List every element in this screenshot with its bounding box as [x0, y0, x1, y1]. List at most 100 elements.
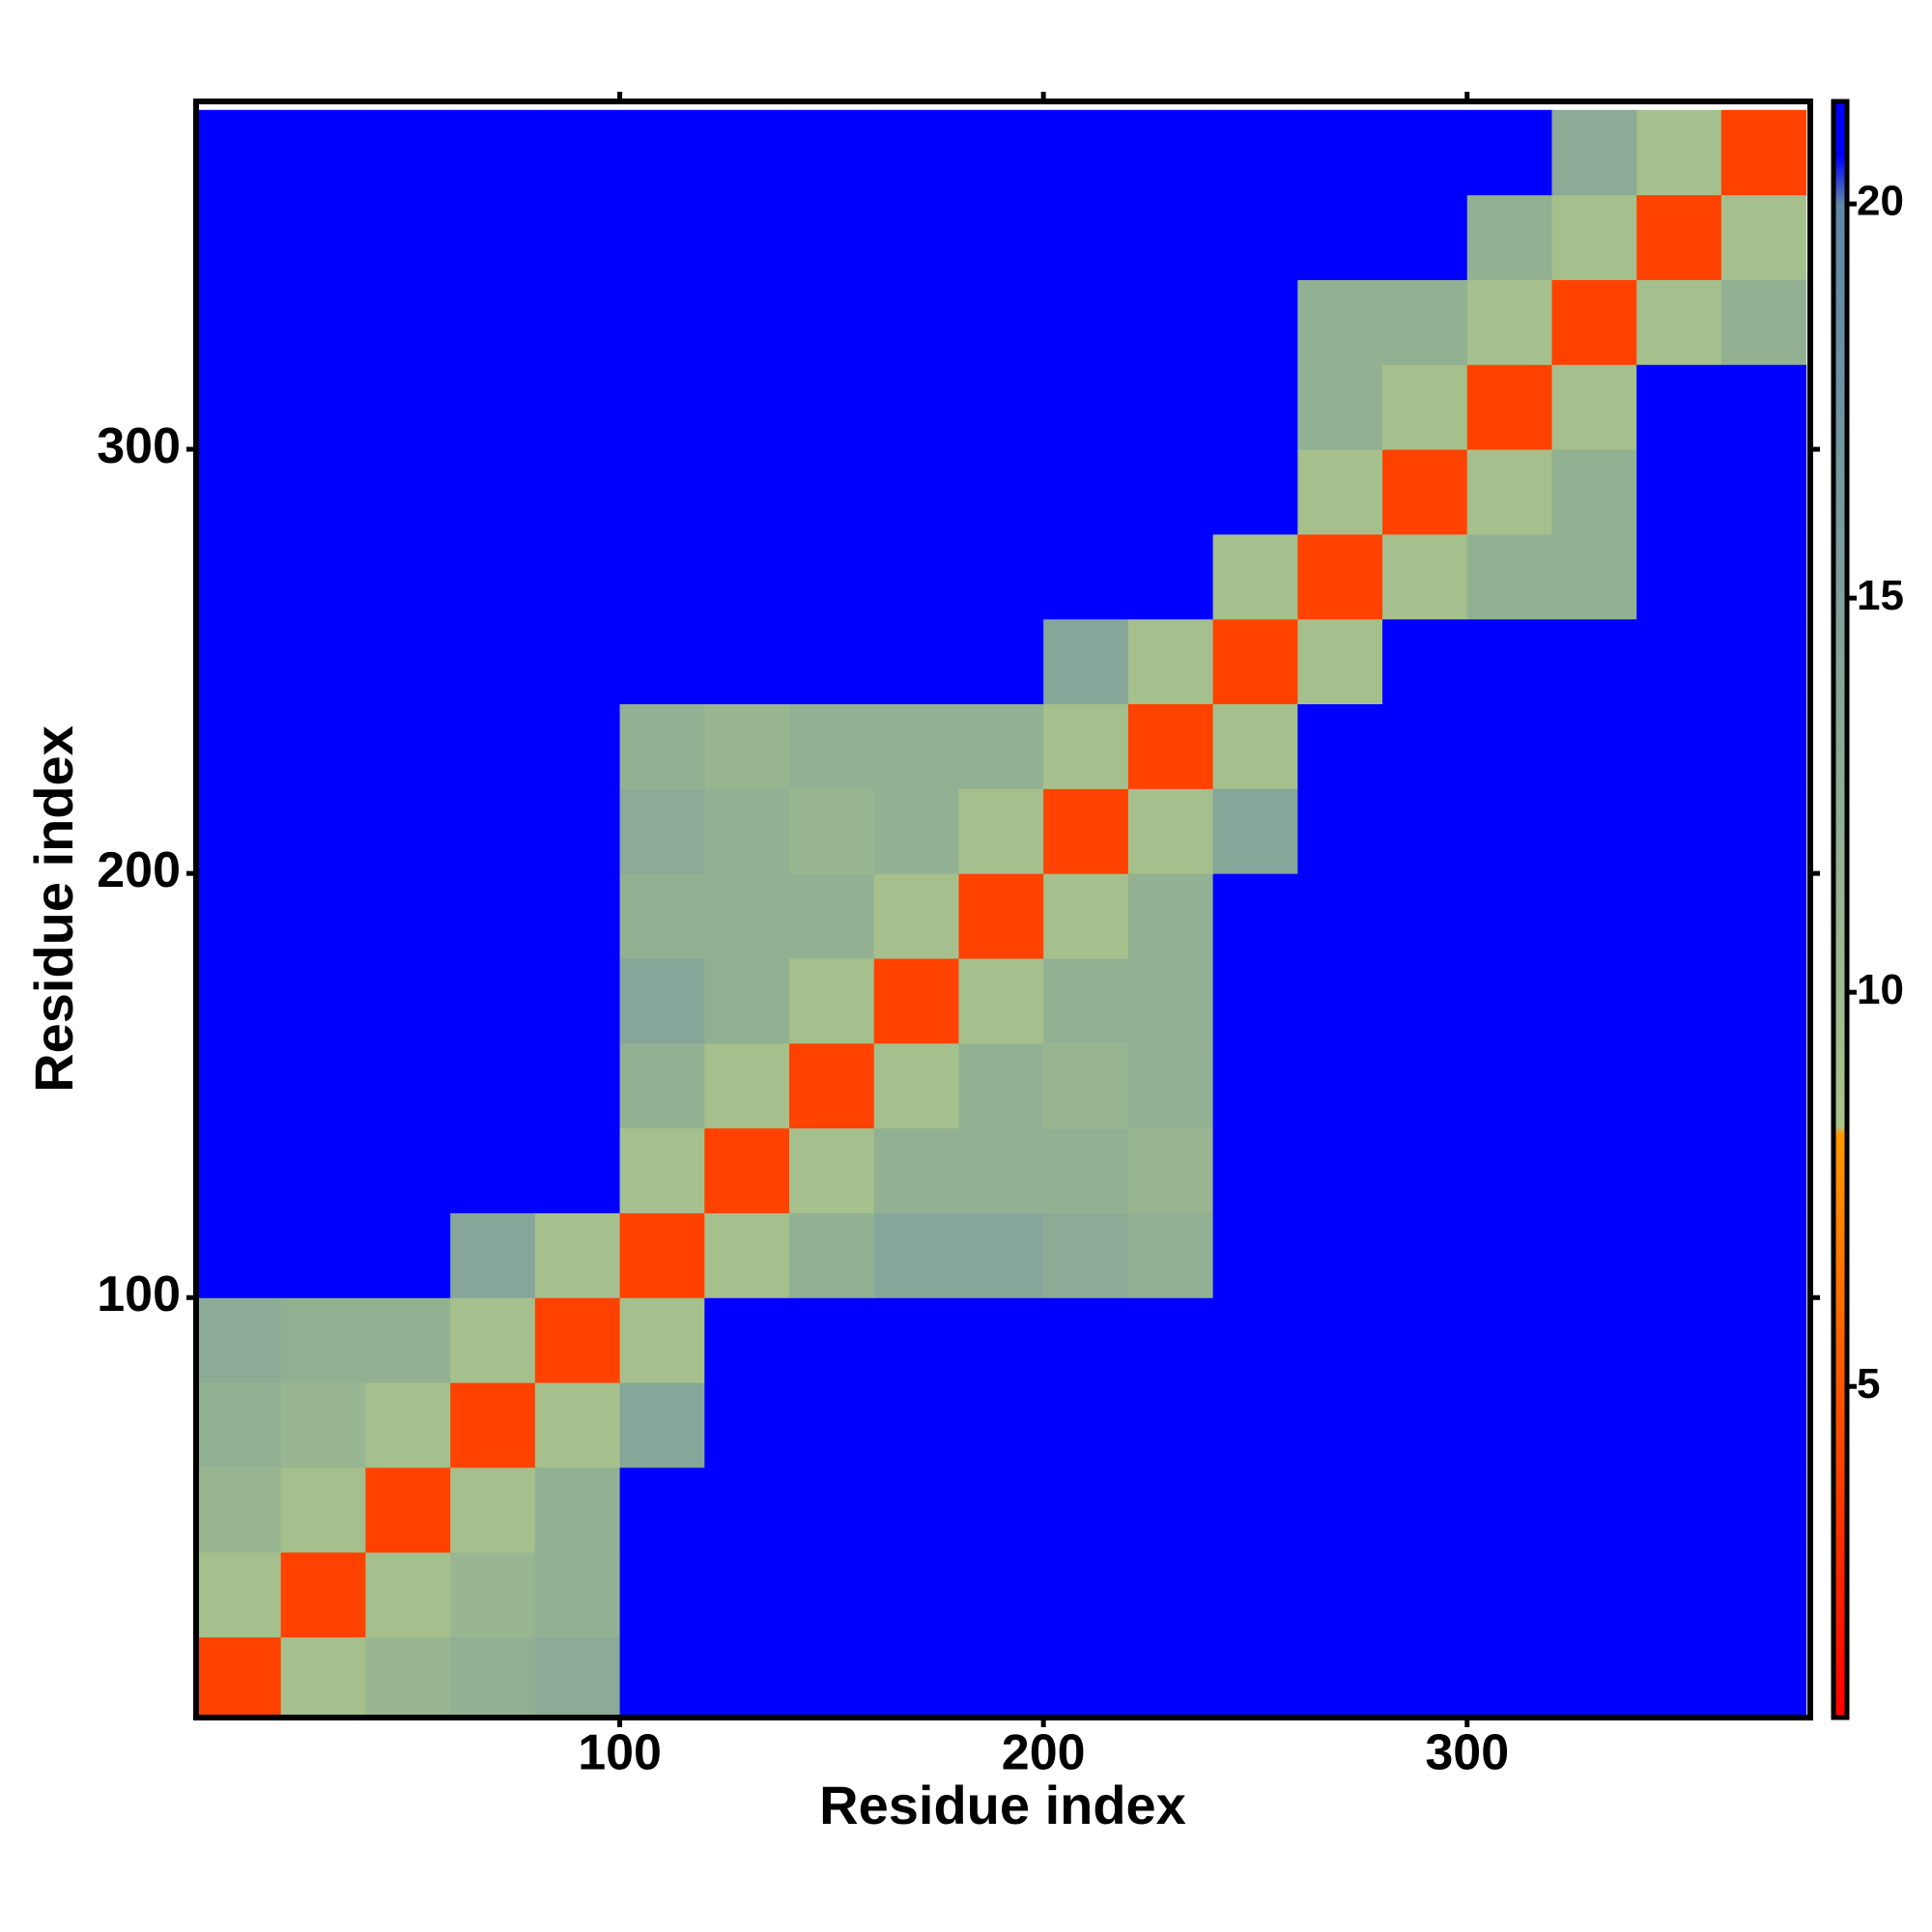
heatmap-cell: [365, 1127, 451, 1213]
heatmap-cell: [1127, 1466, 1214, 1553]
heatmap-cell: [1297, 788, 1383, 874]
x-tick-label: 100: [578, 1725, 662, 1781]
heatmap-cell: [1466, 194, 1552, 280]
heatmap-cell: [1382, 1212, 1468, 1298]
heatmap-cell: [196, 1212, 282, 1298]
heatmap-cell: [704, 1042, 790, 1129]
heatmap-cell: [450, 1212, 536, 1298]
heatmap-cell: [619, 788, 705, 874]
heatmap-cell: [1382, 1466, 1468, 1553]
heatmap-cell: [1382, 364, 1468, 450]
heatmap-cell: [958, 1636, 1044, 1718]
heatmap-cell: [450, 703, 536, 789]
heatmap-cell: [450, 1382, 536, 1468]
heatmap-cell: [873, 618, 959, 705]
heatmap-cell: [196, 1382, 282, 1468]
heatmap-cell: [704, 1212, 790, 1298]
heatmap-cell: [1212, 618, 1298, 705]
heatmap-cell: [1043, 1636, 1129, 1718]
heatmap-cell: [873, 1636, 959, 1718]
heatmap-cell: [1127, 957, 1214, 1044]
heatmap-cell: [1043, 109, 1129, 196]
heatmap-cell: [1212, 1212, 1298, 1298]
heatmap-cell: [1720, 194, 1807, 280]
heatmap-cell: [534, 788, 621, 874]
plot-frame: [193, 99, 1813, 1720]
heatmap-cell: [1636, 1551, 1722, 1638]
heatmap-cell: [789, 1127, 875, 1213]
heatmap-cell: [1551, 788, 1637, 874]
heatmap-cell: [1720, 1466, 1807, 1553]
heatmap: [196, 109, 1807, 1718]
heatmap-cell: [1551, 449, 1637, 535]
heatmap-cell: [1382, 873, 1468, 959]
heatmap-cell: [704, 449, 790, 535]
heatmap-cell: [704, 788, 790, 874]
heatmap-cell: [1212, 703, 1298, 789]
heatmap-cell: [450, 1466, 536, 1553]
heatmap-cell: [196, 1466, 282, 1553]
heatmap-cell: [704, 1466, 790, 1553]
heatmap-cell: [704, 279, 790, 365]
heatmap-cell: [704, 1382, 790, 1468]
heatmap-cell: [1551, 533, 1637, 620]
heatmap-cell: [1466, 788, 1552, 874]
heatmap-cell: [1636, 957, 1722, 1044]
heatmap-cell: [1466, 618, 1552, 705]
heatmap-cell: [958, 1212, 1044, 1298]
heatmap-cell: [534, 364, 621, 450]
heatmap-cell: [1720, 703, 1807, 789]
heatmap-cell: [1127, 279, 1214, 365]
heatmap-cell: [1636, 1382, 1722, 1468]
heatmap-cell: [1551, 957, 1637, 1044]
heatmap-cell: [789, 1297, 875, 1383]
heatmap-cell: [196, 788, 282, 874]
colorbar-tick-label: 15: [1857, 572, 1904, 619]
x-tick-label: 300: [1425, 1725, 1509, 1781]
heatmap-cell: [1466, 533, 1552, 620]
heatmap-cell: [280, 364, 366, 450]
colorbar-tick-label: 20: [1857, 178, 1904, 225]
heatmap-cell: [1636, 1127, 1722, 1213]
heatmap-cell: [789, 109, 875, 196]
heatmap-cell: [1212, 1551, 1298, 1638]
heatmap-cell: [1297, 1297, 1383, 1383]
heatmap-cell: [1127, 364, 1214, 450]
heatmap-cell: [1043, 788, 1129, 874]
heatmap-cell: [1043, 449, 1129, 535]
heatmap-cell: [789, 873, 875, 959]
heatmap-cell: [958, 533, 1044, 620]
heatmap-cell: [1466, 279, 1552, 365]
heatmap-cell: [280, 618, 366, 705]
heatmap-cell: [1636, 1466, 1722, 1553]
heatmap-cell: [704, 957, 790, 1044]
heatmap-cell: [1127, 703, 1214, 789]
heatmap-cell: [450, 1636, 536, 1718]
heatmap-cell: [873, 1382, 959, 1468]
heatmap-cell: [873, 873, 959, 959]
heatmap-cell: [1297, 533, 1383, 620]
heatmap-cell: [280, 703, 366, 789]
heatmap-cell: [1466, 109, 1552, 196]
heatmap-cell: [619, 873, 705, 959]
heatmap-cell: [704, 194, 790, 280]
heatmap-cell: [1551, 873, 1637, 959]
heatmap-cell: [280, 194, 366, 280]
heatmap-cell: [619, 279, 705, 365]
heatmap-cell: [1043, 1382, 1129, 1468]
heatmap-cell: [1212, 1636, 1298, 1718]
heatmap-cell: [534, 533, 621, 620]
heatmap-cell: [619, 1382, 705, 1468]
heatmap-cell: [873, 1127, 959, 1213]
heatmap-cell: [1212, 1042, 1298, 1129]
heatmap-cell: [1720, 279, 1807, 365]
heatmap-cell: [1297, 1212, 1383, 1298]
heatmap-cell: [1720, 364, 1807, 450]
heatmap-cell: [1720, 1212, 1807, 1298]
heatmap-cell: [450, 957, 536, 1044]
heatmap-cell: [958, 703, 1044, 789]
heatmap-cell: [1297, 109, 1383, 196]
heatmap-cell: [789, 1466, 875, 1553]
heatmap-cell: [789, 449, 875, 535]
heatmap-cell: [534, 1127, 621, 1213]
